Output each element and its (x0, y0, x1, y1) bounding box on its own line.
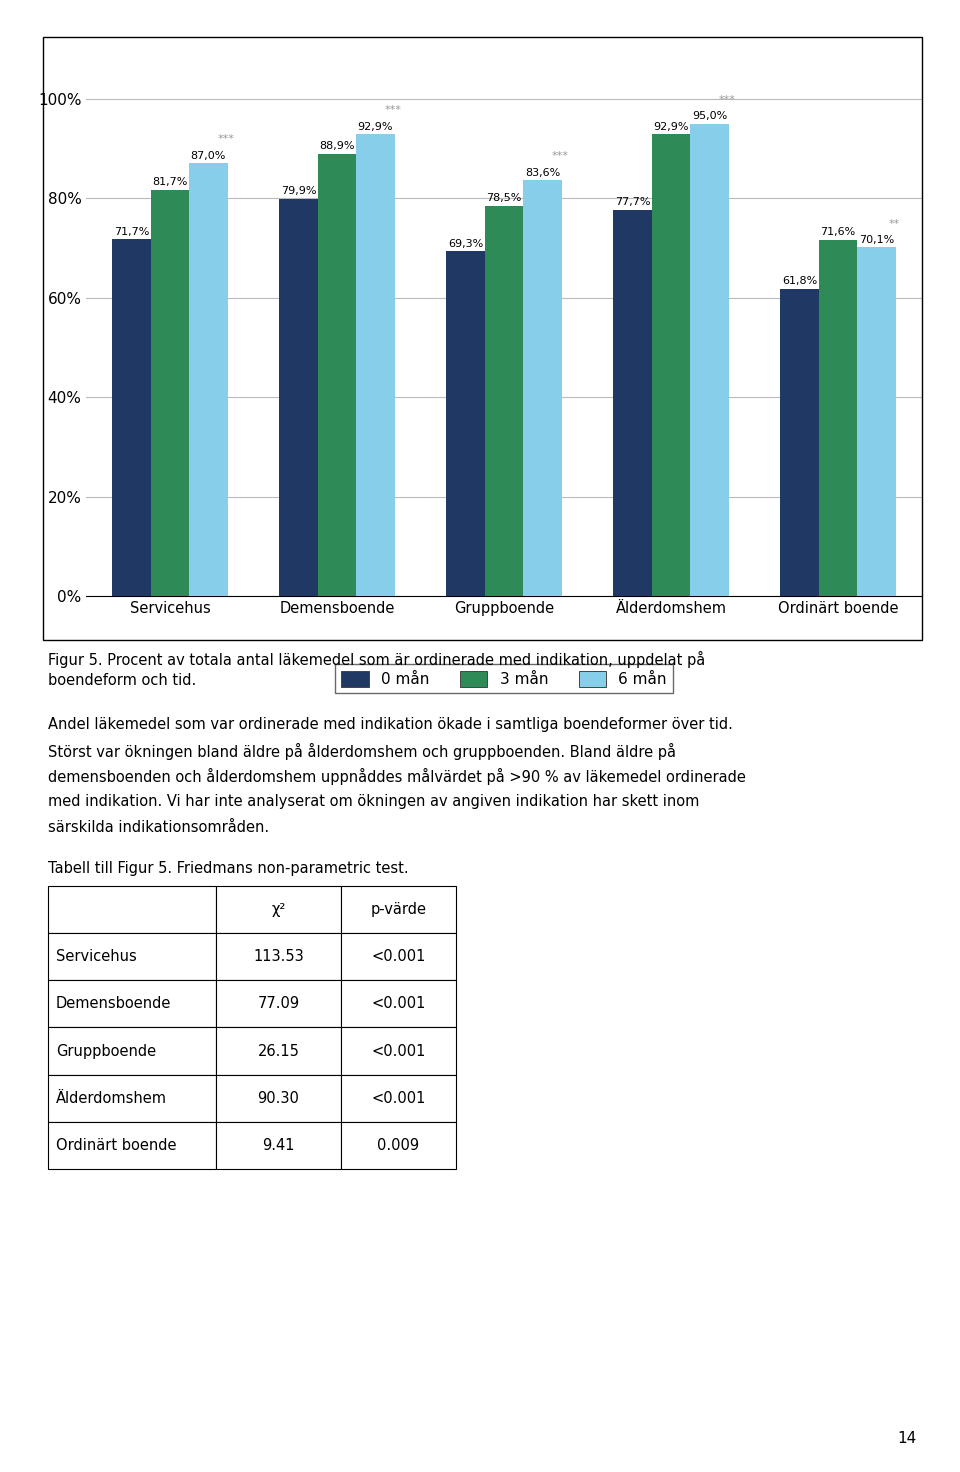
Text: 90.30: 90.30 (257, 1091, 300, 1105)
Bar (523, 180, 562, 596)
Bar (356, 134, 395, 596)
Text: <0.001: <0.001 (372, 1091, 425, 1105)
Text: 95,0%: 95,0% (692, 110, 727, 121)
Bar (446, 252, 485, 596)
Text: ***: *** (719, 94, 735, 105)
Bar (780, 289, 819, 596)
Text: 9.41: 9.41 (262, 1138, 295, 1153)
Text: <0.001: <0.001 (372, 997, 425, 1011)
Bar (151, 190, 189, 596)
Text: χ²: χ² (272, 902, 285, 917)
Text: 14: 14 (898, 1431, 917, 1446)
Text: 61,8%: 61,8% (782, 277, 817, 286)
Bar (279, 199, 318, 596)
Text: särskilda indikationsområden.: särskilda indikationsområden. (48, 820, 269, 835)
Text: 83,6%: 83,6% (525, 168, 560, 178)
Text: 70,1%: 70,1% (859, 236, 894, 244)
Text: Störst var ökningen bland äldre på ålderdomshem och gruppboenden. Bland äldre på: Störst var ökningen bland äldre på ålder… (48, 742, 676, 760)
Text: 79,9%: 79,9% (280, 185, 316, 196)
Text: p-värde: p-värde (371, 902, 426, 917)
Text: 78,5%: 78,5% (487, 193, 521, 203)
Text: Figur 5. Procent av totala antal läkemedel som är ordinerade med indikation, upp: Figur 5. Procent av totala antal läkemed… (48, 651, 706, 668)
Text: Servicehus: Servicehus (56, 949, 136, 964)
Text: **: ** (888, 218, 900, 228)
Text: ***: *** (552, 152, 568, 162)
Text: 26.15: 26.15 (257, 1044, 300, 1058)
Text: 0.009: 0.009 (377, 1138, 420, 1153)
Text: med indikation. Vi har inte analyserat om ökningen av angiven indikation har ske: med indikation. Vi har inte analyserat o… (48, 795, 700, 810)
Bar (189, 163, 228, 596)
Bar (613, 209, 652, 596)
Text: 71,6%: 71,6% (821, 228, 855, 237)
Text: ***: *** (218, 134, 234, 144)
Text: 87,0%: 87,0% (191, 150, 226, 160)
Text: 77.09: 77.09 (257, 997, 300, 1011)
Text: 92,9%: 92,9% (654, 122, 688, 131)
Text: Ordinärt boende: Ordinärt boende (56, 1138, 177, 1153)
Text: 113.53: 113.53 (253, 949, 303, 964)
Text: Tabell till Figur 5. Friedmans non-parametric test.: Tabell till Figur 5. Friedmans non-param… (48, 861, 409, 876)
Bar (485, 206, 523, 596)
Text: boendeform och tid.: boendeform och tid. (48, 673, 196, 687)
Bar (819, 240, 857, 596)
Text: <0.001: <0.001 (372, 949, 425, 964)
Text: <0.001: <0.001 (372, 1044, 425, 1058)
Text: 92,9%: 92,9% (358, 122, 394, 131)
Bar (857, 247, 896, 596)
Text: 88,9%: 88,9% (320, 141, 354, 152)
Bar (652, 134, 690, 596)
Text: 69,3%: 69,3% (448, 238, 483, 249)
Text: demensboenden och ålderdomshem uppnåddes målvärdet på >90 % av läkemedel ordiner: demensboenden och ålderdomshem uppnåddes… (48, 768, 746, 786)
Text: Älderdomshem: Älderdomshem (56, 1091, 167, 1105)
Text: 77,7%: 77,7% (614, 197, 650, 208)
Text: Demensboende: Demensboende (56, 997, 171, 1011)
Text: 71,7%: 71,7% (114, 227, 149, 237)
Text: Andel läkemedel som var ordinerade med indikation ökade i samtliga boendeformer : Andel läkemedel som var ordinerade med i… (48, 717, 732, 732)
Bar (318, 155, 356, 596)
Bar (112, 240, 151, 596)
Bar (690, 124, 729, 596)
Text: ***: *** (385, 105, 401, 115)
Text: Gruppboende: Gruppboende (56, 1044, 156, 1058)
Text: 81,7%: 81,7% (153, 177, 187, 187)
Legend: 0 mån, 3 mån, 6 mån: 0 mån, 3 mån, 6 mån (335, 664, 673, 693)
